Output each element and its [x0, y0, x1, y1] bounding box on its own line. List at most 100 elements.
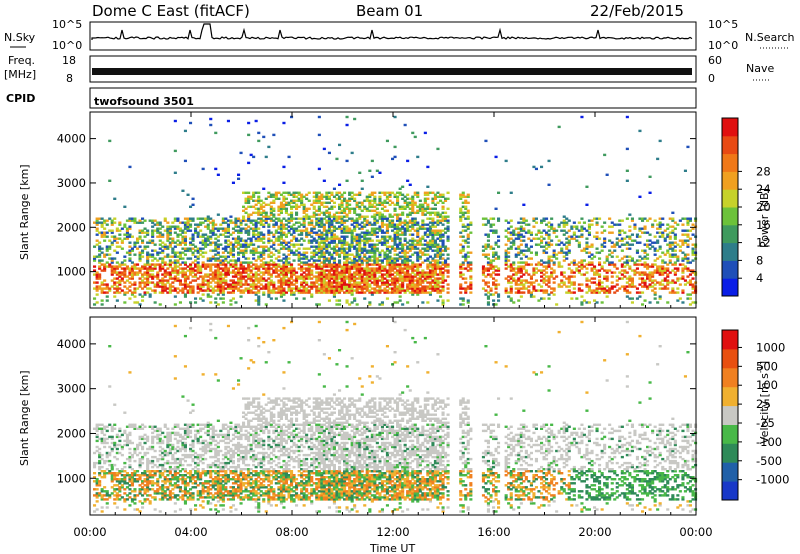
power-cell — [557, 223, 561, 226]
power-cell — [153, 223, 157, 226]
power-cell — [317, 209, 321, 212]
power-cell — [262, 265, 266, 268]
power-cell — [206, 263, 210, 266]
power-cell — [282, 281, 286, 284]
power-cell — [555, 275, 559, 278]
power-cell — [618, 219, 622, 222]
power-cell — [277, 289, 281, 292]
power-cell — [345, 289, 349, 292]
power-cell — [216, 293, 220, 296]
power-cell — [317, 303, 321, 306]
power-cell — [295, 249, 299, 252]
power-cell — [416, 243, 420, 246]
power-cell — [267, 229, 271, 232]
power-cell — [290, 289, 294, 292]
power-cell — [262, 293, 266, 296]
power-cell — [446, 283, 450, 286]
power-cell — [623, 271, 627, 274]
power-cell — [350, 241, 354, 244]
power-cell — [547, 293, 551, 296]
power-cell — [441, 263, 445, 266]
power-cell — [330, 215, 334, 218]
power-cell — [332, 277, 336, 280]
power-cell — [196, 255, 200, 258]
power-cell — [401, 185, 405, 188]
power-cell — [189, 301, 193, 304]
power-cell — [292, 195, 296, 198]
power-cell — [317, 275, 321, 278]
power-cell — [146, 281, 150, 284]
power-cell — [580, 235, 584, 238]
power-cell — [524, 255, 528, 258]
power-cell — [358, 255, 362, 258]
power-cell — [625, 169, 629, 172]
power-cell — [380, 229, 384, 232]
power-cell — [570, 227, 574, 230]
power-cell — [406, 245, 410, 248]
power-cell — [623, 269, 627, 272]
power-cell — [360, 281, 364, 284]
power-cell — [385, 247, 389, 250]
power-cell — [183, 287, 187, 290]
power-cell — [383, 237, 387, 240]
power-cell — [469, 281, 473, 284]
power-cell — [115, 291, 119, 294]
power-cell — [413, 245, 417, 248]
power-cell — [153, 291, 157, 294]
power-cell — [348, 265, 352, 268]
power-cell — [418, 225, 422, 228]
power-cell — [575, 225, 579, 228]
power-cell — [257, 221, 261, 224]
power-cell — [368, 277, 372, 280]
power-cell — [199, 285, 203, 288]
power-cell — [398, 273, 402, 276]
power-cell — [300, 257, 304, 260]
power-cell — [332, 217, 336, 220]
power-cell — [325, 285, 329, 288]
power-cell — [461, 205, 465, 208]
power-cell — [350, 245, 354, 248]
power-cell — [620, 249, 624, 252]
power-cell — [146, 271, 150, 274]
power-cell — [532, 219, 536, 222]
power-cell — [216, 281, 220, 284]
power-cell — [355, 263, 359, 266]
power-cell — [123, 273, 127, 276]
power-cell — [504, 257, 508, 260]
power-cell — [375, 267, 379, 270]
power-cell — [567, 277, 571, 280]
power-cell — [595, 223, 599, 226]
power-cell — [103, 221, 107, 224]
power-cell — [178, 281, 182, 284]
power-cell — [254, 247, 258, 250]
power-cell — [355, 201, 359, 204]
power-cell — [388, 283, 392, 286]
power-cell — [423, 277, 427, 280]
power-cell — [335, 265, 339, 268]
power-cell — [312, 205, 316, 208]
power-cell — [272, 241, 276, 244]
power-cell — [355, 193, 359, 196]
power-cell — [350, 243, 354, 246]
power-cell — [242, 191, 246, 194]
power-cell — [199, 265, 203, 268]
power-cell — [290, 267, 294, 270]
power-cell — [173, 231, 177, 234]
power-cell — [385, 285, 389, 288]
power-cell — [183, 281, 187, 284]
power-cell — [398, 271, 402, 274]
power-cell — [274, 297, 278, 300]
power-cell — [340, 271, 344, 274]
power-cell — [431, 249, 435, 252]
power-cell — [441, 271, 445, 274]
power-cell — [332, 245, 336, 248]
power-cell — [161, 265, 165, 268]
power-cell — [322, 283, 326, 286]
power-cell — [446, 239, 450, 242]
power-cell — [194, 227, 198, 230]
power-cell — [279, 277, 283, 280]
power-cell — [489, 245, 493, 248]
power-cell — [348, 267, 352, 270]
power-cell — [247, 191, 251, 194]
power-cell — [330, 265, 334, 268]
